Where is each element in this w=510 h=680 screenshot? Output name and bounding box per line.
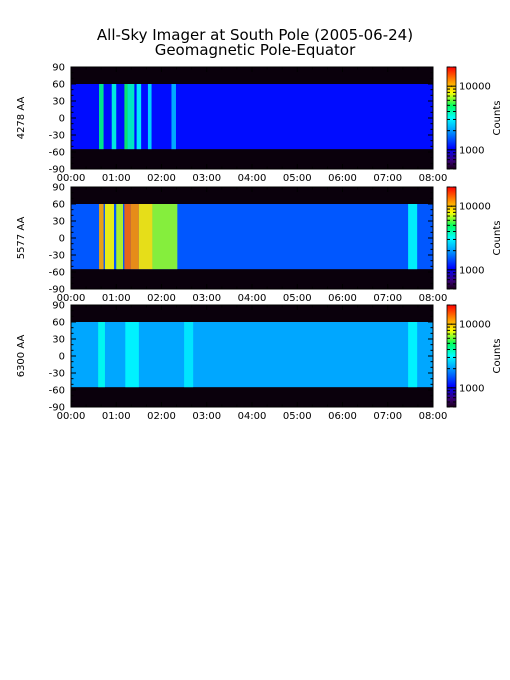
- y-tick-label-2-1: 60: [52, 200, 65, 211]
- y-tick-label-2-4: -30: [49, 251, 65, 262]
- aurora-band-1-7: [171, 84, 176, 150]
- aurora-band-1-6: [147, 84, 152, 150]
- x-tick-label-3-1: 01:00: [102, 411, 131, 422]
- y-tick-label-3-2: 30: [52, 335, 65, 346]
- colorbar-tick-label-2-1: 1000: [459, 265, 484, 276]
- y-tick-label-2-0: 90: [52, 183, 65, 194]
- y-axis-label-3: 6300 AA: [16, 335, 27, 378]
- x-tick-label-2-4: 04:00: [238, 293, 267, 304]
- x-tick-label-1-1: 01:00: [102, 173, 131, 184]
- y-tick-label-1-1: 60: [52, 80, 65, 91]
- aurora-band-2-6: [138, 204, 153, 270]
- colorbar-label-3: Counts: [492, 339, 503, 374]
- y-axis-label-2: 5577 AA: [16, 217, 27, 260]
- colorbar-tick-label-2-0: 10000: [459, 202, 491, 213]
- colorbar-2: [446, 186, 457, 290]
- x-tick-label-1-6: 06:00: [328, 173, 357, 184]
- colorbar-tick-label-3-1: 1000: [459, 383, 484, 394]
- y-tick-label-1-3: 0: [59, 114, 65, 125]
- aurora-band-2-7: [152, 204, 178, 270]
- aurora-band-2-1: [99, 204, 104, 270]
- y-tick-label-1-4: -30: [49, 131, 65, 142]
- aurora-band-1-3: [124, 84, 128, 150]
- x-tick-label-3-8: 08:00: [419, 411, 448, 422]
- y-tick-label-1-2: 30: [52, 97, 65, 108]
- x-tick-label-2-0: 00:00: [57, 293, 86, 304]
- x-tick-label-1-5: 05:00: [283, 173, 312, 184]
- y-tick-label-3-0: 90: [52, 301, 65, 312]
- x-tick-label-2-1: 01:00: [102, 293, 131, 304]
- aurora-band-2-4: [124, 204, 131, 270]
- x-tick-label-3-2: 02:00: [147, 411, 176, 422]
- x-tick-label-2-3: 03:00: [192, 293, 221, 304]
- aurora-band-1-5: [136, 84, 142, 150]
- x-tick-label-3-5: 05:00: [283, 411, 312, 422]
- x-tick-label-1-7: 07:00: [373, 173, 402, 184]
- colorbar-3: [446, 304, 457, 408]
- y-tick-label-3-4: -30: [49, 369, 65, 380]
- x-tick-label-3-7: 07:00: [373, 411, 402, 422]
- aurora-band-2-5: [130, 204, 139, 270]
- x-tick-label-1-0: 00:00: [57, 173, 86, 184]
- colorbar-tick-label-3-0: 10000: [459, 320, 491, 331]
- aurora-band-1-1: [99, 84, 104, 150]
- aurora-band-3-1: [98, 322, 105, 388]
- x-tick-label-2-2: 02:00: [147, 293, 176, 304]
- x-tick-label-2-7: 07:00: [373, 293, 402, 304]
- aurora-band-2-8: [408, 204, 418, 270]
- y-tick-label-1-5: -60: [49, 148, 65, 159]
- colorbar-label-2: Counts: [492, 221, 503, 256]
- colorbar-tick-label-1-0: 10000: [459, 82, 491, 93]
- x-tick-label-2-6: 06:00: [328, 293, 357, 304]
- aurora-band-3-4: [408, 322, 418, 388]
- x-tick-label-2-8: 08:00: [419, 293, 448, 304]
- chart-title: All-Sky Imager at South Pole (2005-06-24…: [97, 26, 413, 44]
- y-tick-label-3-6: -90: [49, 403, 65, 414]
- aurora-band-2-3: [116, 204, 124, 270]
- y-tick-label-1-0: 90: [52, 63, 65, 74]
- x-tick-label-1-2: 02:00: [147, 173, 176, 184]
- y-axis-label-1: 4278 AA: [16, 97, 27, 140]
- x-tick-label-2-5: 05:00: [283, 293, 312, 304]
- y-tick-label-3-1: 60: [52, 318, 65, 329]
- y-tick-label-2-6: -90: [49, 285, 65, 296]
- y-tick-label-3-5: -60: [49, 386, 65, 397]
- colorbar-1: [446, 66, 457, 170]
- x-tick-label-1-4: 04:00: [238, 173, 267, 184]
- aurora-band-1-4: [127, 84, 135, 150]
- aurora-band-2-2: [104, 204, 114, 270]
- x-tick-label-3-4: 04:00: [238, 411, 267, 422]
- y-tick-label-1-6: -90: [49, 165, 65, 176]
- aurora-band-3-2: [125, 322, 139, 388]
- x-tick-label-3-6: 06:00: [328, 411, 357, 422]
- x-tick-label-3-0: 00:00: [57, 411, 86, 422]
- y-tick-label-2-3: 0: [59, 234, 65, 245]
- colorbar-label-1: Counts: [492, 101, 503, 136]
- aurora-band-3-3: [184, 322, 194, 388]
- x-tick-label-3-3: 03:00: [192, 411, 221, 422]
- y-tick-label-3-3: 0: [59, 352, 65, 363]
- chart-subtitle: Geomagnetic Pole-Equator: [155, 41, 356, 59]
- y-tick-label-2-5: -60: [49, 268, 65, 279]
- x-tick-label-1-3: 03:00: [192, 173, 221, 184]
- colorbar-tick-label-1-1: 1000: [459, 145, 484, 156]
- y-tick-label-2-2: 30: [52, 217, 65, 228]
- x-tick-label-1-8: 08:00: [419, 173, 448, 184]
- aurora-band-1-2: [111, 84, 117, 150]
